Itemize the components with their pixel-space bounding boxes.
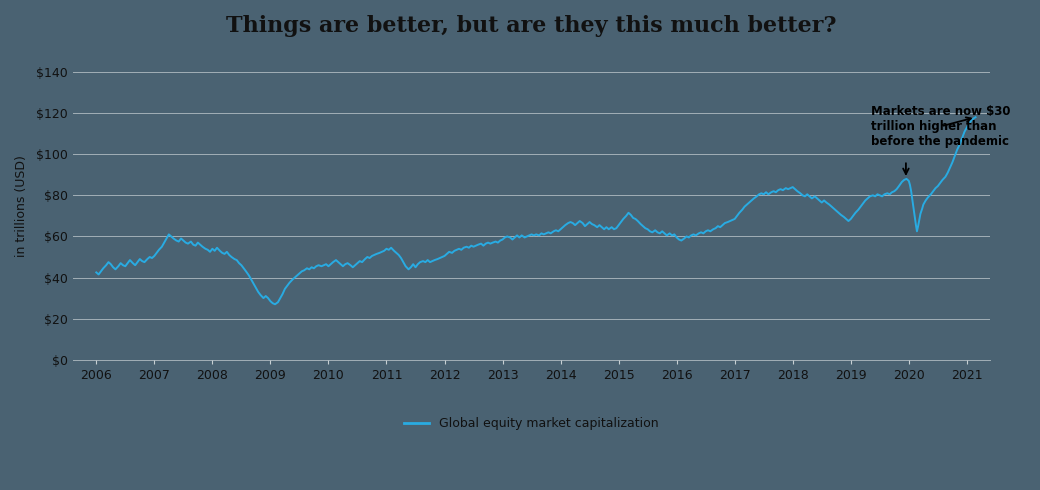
Y-axis label: in trillions (USD): in trillions (USD)	[15, 155, 28, 257]
Legend: Global equity market capitalization: Global equity market capitalization	[399, 412, 664, 435]
Title: Things are better, but are they this much better?: Things are better, but are they this muc…	[227, 15, 837, 37]
Text: Markets are now $30
trillion higher than
before the pandemic: Markets are now $30 trillion higher than…	[872, 105, 1011, 148]
